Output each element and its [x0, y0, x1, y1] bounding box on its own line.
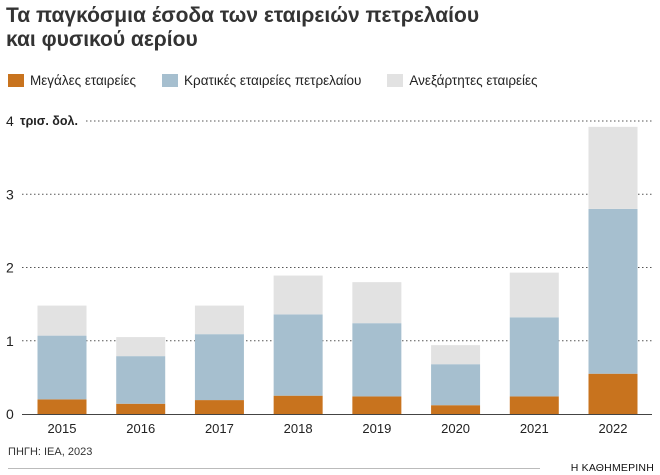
bar-2021-series-2: [509, 272, 559, 318]
bar-2016-series-0: [116, 403, 166, 414]
bar-2019-series-0: [352, 396, 402, 414]
chart-title-line1: Τα παγκόσμια έσοδα των εταιρειών πετρελα…: [6, 4, 480, 27]
bar-2017-series-0: [194, 400, 244, 414]
bar-2015-series-2: [37, 305, 87, 336]
y-tick-label-0: 0: [6, 406, 14, 422]
bar-2018-series-0: [273, 395, 323, 414]
x-tick-label-2020: 2020: [441, 421, 470, 436]
bar-2021-series-0: [509, 396, 559, 414]
bar-2022-series-2: [588, 126, 638, 209]
bar-2015-series-0: [37, 399, 87, 414]
legend-label-majors: Μεγάλες εταιρείες: [30, 72, 137, 88]
bar-2020-series-1: [431, 364, 481, 406]
chart-title-line2: και φυσικού αερίου: [6, 28, 198, 51]
legend-swatch-state: [162, 73, 179, 87]
legend-item-majors: Μεγάλες εταιρείες: [8, 73, 136, 88]
legend-swatch-majors: [8, 73, 24, 87]
stacked-bar-chart: 0 1 2 3 4 τρισ. δολ. 2015 2016 2017 2018 2019 2020 2…: [6, 113, 652, 436]
x-tick-label-2015: 2015: [48, 421, 77, 436]
bar-2019-series-2: [352, 282, 402, 324]
x-tick-label-2017: 2017: [205, 421, 234, 436]
x-tick-label-2019: 2019: [362, 421, 391, 436]
y-tick-label-3: 3: [6, 186, 14, 202]
bar-2015-series-1: [37, 335, 87, 400]
bar-2022-series-1: [588, 208, 638, 374]
publisher-brand: Η ΚΑΘΗΜΕΡΙΝΗ: [570, 462, 654, 474]
x-tick-label-2018: 2018: [284, 421, 313, 436]
source-note: ΠΗΓΗ: IEA, 2023: [8, 446, 93, 458]
bar-2020-series-0: [431, 405, 481, 414]
y-unit-label: τρισ. δολ.: [20, 114, 78, 128]
legend-label-state: Κρατικές εταιρείες πετρελαίου: [184, 72, 362, 88]
y-tick-label-4: 4: [6, 113, 14, 129]
footer-rule: [8, 468, 540, 469]
chart-title: Τα παγκόσμια έσοδα των εταιρειών πετρελα…: [6, 4, 656, 52]
bar-2018-series-1: [273, 314, 323, 396]
bar-2017-series-1: [194, 334, 244, 401]
y-tick-label-1: 1: [6, 333, 14, 349]
legend-item-state: Κρατικές εταιρείες πετρελαίου: [162, 73, 361, 88]
x-tick-label-2022: 2022: [599, 421, 628, 436]
bar-2018-series-2: [273, 275, 323, 315]
legend-swatch-independent: [387, 73, 404, 87]
x-tick-label-2021: 2021: [520, 421, 549, 436]
bar-2016-series-1: [116, 356, 166, 404]
y-tick-label-2: 2: [6, 260, 14, 276]
legend-item-independent: Ανεξάρτητες εταιρείες: [387, 72, 538, 88]
bar-2021-series-1: [509, 317, 559, 397]
bar-2017-series-2: [194, 305, 244, 335]
bar-2019-series-1: [352, 323, 402, 397]
x-tick-label-2016: 2016: [126, 421, 155, 436]
bar-2022-series-0: [588, 373, 638, 414]
bar-2020-series-2: [431, 345, 481, 365]
legend-label-independent: Ανεξάρτητες εταιρείες: [409, 72, 538, 88]
chart-legend: Μεγάλες εταιρείες Κρατικές εταιρείες πετ…: [8, 70, 564, 90]
bar-2016-series-2: [116, 337, 166, 357]
